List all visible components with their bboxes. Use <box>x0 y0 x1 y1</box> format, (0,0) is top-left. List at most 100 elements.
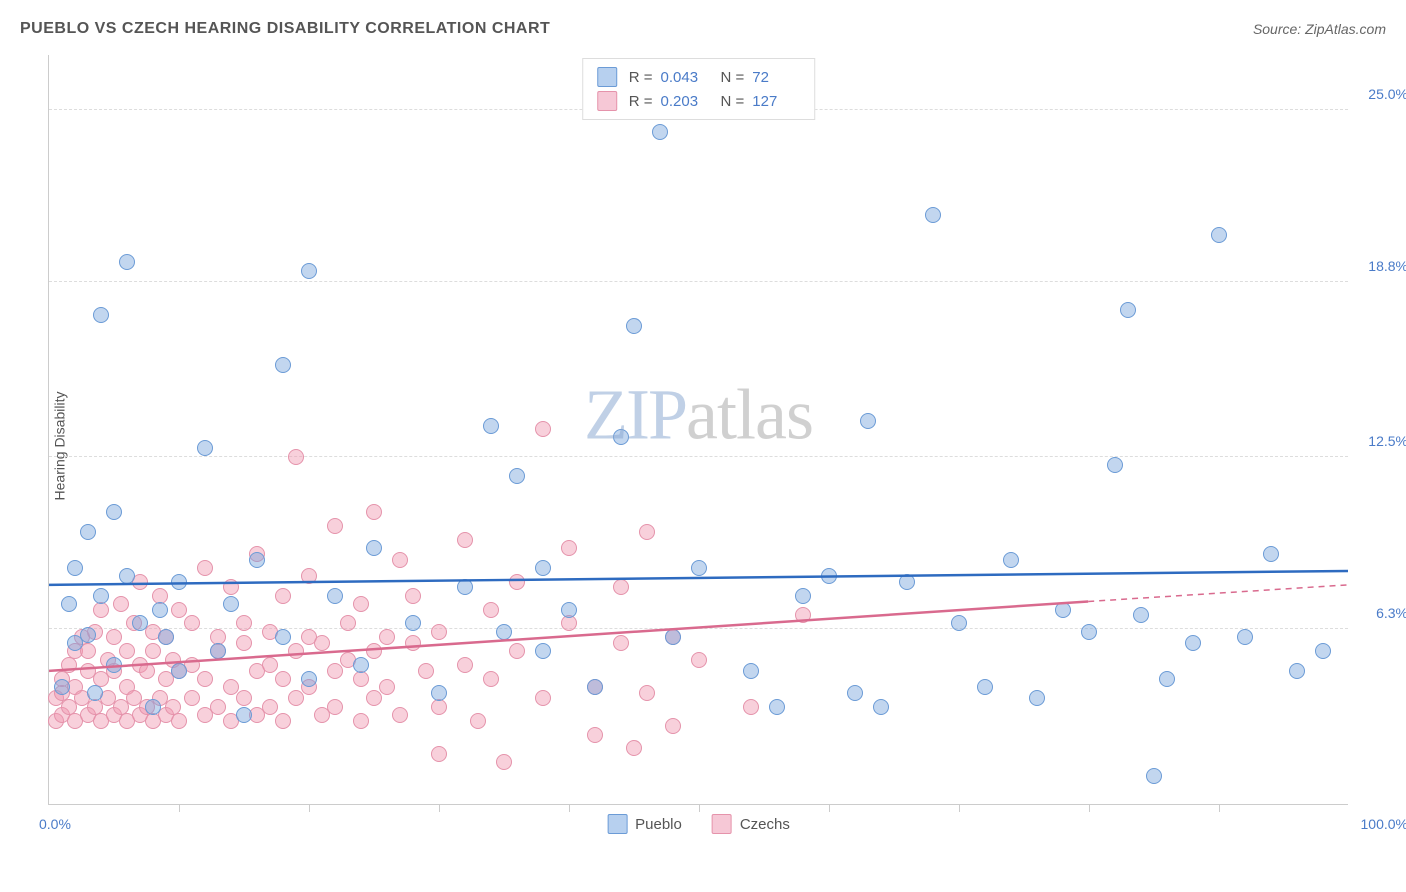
czechs-point <box>223 579 239 595</box>
czechs-point <box>366 690 382 706</box>
pueblo-point <box>171 663 187 679</box>
pueblo-point <box>1003 552 1019 568</box>
czechs-point <box>171 713 187 729</box>
pueblo-point <box>483 418 499 434</box>
pueblo-point <box>236 707 252 723</box>
pueblo-point <box>210 643 226 659</box>
pueblo-point <box>431 685 447 701</box>
czechs-point <box>93 602 109 618</box>
pueblo-point <box>1315 643 1331 659</box>
czechs-point <box>392 707 408 723</box>
czechs-point <box>457 657 473 673</box>
x-axis-tick-min: 0.0% <box>39 816 71 832</box>
czechs-point <box>288 643 304 659</box>
pueblo-point <box>535 643 551 659</box>
czechs-point <box>353 713 369 729</box>
pueblo-point <box>665 629 681 645</box>
czechs-point <box>483 602 499 618</box>
pueblo-point <box>80 627 96 643</box>
y-axis-tick: 12.5% <box>1358 433 1406 449</box>
czechs-point <box>743 699 759 715</box>
y-axis-tick: 25.0% <box>1358 86 1406 102</box>
czechs-point <box>236 635 252 651</box>
czechs-point <box>288 449 304 465</box>
pueblo-point <box>626 318 642 334</box>
pueblo-point <box>561 602 577 618</box>
czechs-point <box>509 643 525 659</box>
czechs-point <box>236 615 252 631</box>
pueblo-point <box>119 568 135 584</box>
pueblo-point <box>1159 671 1175 687</box>
czechs-point <box>353 671 369 687</box>
czechs-point <box>262 699 278 715</box>
r-label: R = <box>629 93 653 110</box>
czechs-point <box>626 740 642 756</box>
pueblo-point <box>54 679 70 695</box>
source-label: Source: ZipAtlas.com <box>1253 21 1386 37</box>
n-label: N = <box>721 69 745 86</box>
pueblo-point <box>743 663 759 679</box>
pueblo-point <box>691 560 707 576</box>
czechs-point <box>288 690 304 706</box>
pueblo-point <box>301 671 317 687</box>
watermark-zip: ZIP <box>584 374 686 454</box>
x-minor-tick <box>569 804 570 812</box>
pueblo-point <box>145 699 161 715</box>
czechs-point <box>561 615 577 631</box>
pueblo-point <box>366 540 382 556</box>
pueblo-point <box>769 699 785 715</box>
czechs-point <box>587 727 603 743</box>
czechs-point <box>470 713 486 729</box>
czechs-series-label: Czechs <box>740 816 790 833</box>
czechs-point <box>639 685 655 701</box>
czechs-point <box>275 713 291 729</box>
pueblo-point <box>821 568 837 584</box>
pueblo-point <box>1289 663 1305 679</box>
pueblo-point <box>587 679 603 695</box>
czechs-point <box>197 671 213 687</box>
pueblo-point <box>1185 635 1201 651</box>
pueblo-point <box>301 263 317 279</box>
czechs-point <box>301 568 317 584</box>
pueblo-point <box>925 207 941 223</box>
legend-stats-row-pueblo: R = 0.043 N = 72 <box>597 65 801 89</box>
czechs-point <box>496 754 512 770</box>
pueblo-point <box>1263 546 1279 562</box>
czechs-point <box>197 560 213 576</box>
czechs-point <box>418 663 434 679</box>
pueblo-point <box>87 685 103 701</box>
czechs-point <box>431 624 447 640</box>
pueblo-point <box>275 629 291 645</box>
pueblo-swatch-icon <box>607 814 627 834</box>
czechs-point <box>405 635 421 651</box>
pueblo-point <box>67 560 83 576</box>
pueblo-point <box>847 685 863 701</box>
y-axis-tick: 18.8% <box>1358 258 1406 274</box>
x-minor-tick <box>959 804 960 812</box>
pueblo-point <box>1146 768 1162 784</box>
legend-item-czechs: Czechs <box>712 814 790 834</box>
x-minor-tick <box>309 804 310 812</box>
pueblo-point <box>80 524 96 540</box>
legend-item-pueblo: Pueblo <box>607 814 682 834</box>
gridline <box>49 456 1348 457</box>
czechs-point <box>210 699 226 715</box>
pueblo-point <box>1081 624 1097 640</box>
pueblo-point <box>899 574 915 590</box>
czechs-point <box>314 635 330 651</box>
czechs-point <box>184 690 200 706</box>
x-minor-tick <box>829 804 830 812</box>
pueblo-point <box>457 579 473 595</box>
x-minor-tick <box>179 804 180 812</box>
pueblo-point <box>860 413 876 429</box>
pueblo-n-value: 72 <box>752 69 800 86</box>
czechs-point <box>379 679 395 695</box>
pueblo-point <box>152 602 168 618</box>
pueblo-point <box>93 588 109 604</box>
czechs-point <box>139 663 155 679</box>
czechs-n-value: 127 <box>752 93 800 110</box>
czechs-point <box>340 615 356 631</box>
czechs-point <box>366 643 382 659</box>
czechs-point <box>113 596 129 612</box>
czechs-point <box>327 663 343 679</box>
